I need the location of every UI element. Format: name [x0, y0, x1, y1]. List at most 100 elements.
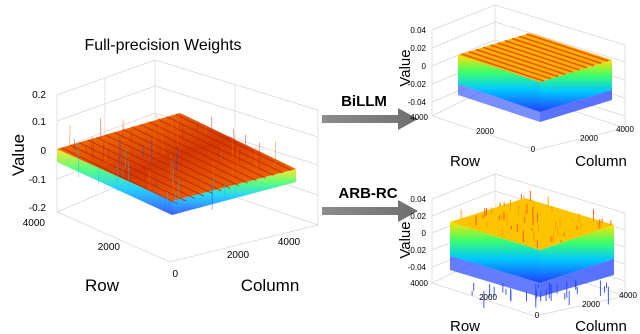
surface-stripe	[468, 50, 552, 80]
main-column-label: Column	[241, 276, 300, 295]
surface-spike	[231, 136, 233, 157]
surface-stripe	[69, 144, 187, 202]
arb-rc-z-tick: 0	[422, 229, 427, 238]
billm-z-tick: -0.02	[408, 80, 427, 89]
surface-stripe	[140, 123, 257, 182]
surface-stripe	[482, 46, 566, 76]
arb-rc-z-ticks: 0.04 0.02 0 -0.02 -0.04	[408, 195, 427, 272]
billm-label: BiLLM	[341, 93, 387, 110]
main-z-tick: -0.1	[29, 175, 47, 186]
arb-rc-surface	[450, 190, 614, 308]
surface-spike	[174, 191, 177, 211]
surface-spike	[239, 148, 241, 163]
surface-stripe	[166, 116, 284, 174]
surface-spike	[181, 149, 184, 155]
arb-rc-row-tick: 2000	[479, 293, 497, 302]
main-z-tick: 0.2	[32, 90, 46, 101]
arb-rc-z-tick: -0.02	[408, 246, 427, 255]
main-column-tick: 4000	[278, 237, 301, 248]
surface-stripe	[131, 126, 248, 184]
surface-spike	[204, 125, 207, 135]
surface-spike	[234, 140, 236, 158]
surface-spike	[274, 141, 277, 167]
main-column-ticks: 4000 2000	[227, 237, 301, 261]
surface-stripe	[504, 39, 588, 69]
surface-stripe	[96, 136, 213, 195]
billm-plot: 0.04 0.02 0 -0.02 -0.04 Value 4000 2000 …	[397, 4, 634, 170]
billm-column-tick: 4000	[616, 125, 634, 134]
arb-rc-column-label: Column	[575, 318, 627, 334]
surface-spike	[107, 156, 109, 165]
billm-z-tick: 0.04	[410, 26, 426, 35]
surface-stripe	[526, 33, 609, 62]
surface-stripe	[148, 121, 266, 179]
surface-spike	[102, 142, 105, 162]
surface-stripe	[122, 129, 240, 187]
arb-rc-label: ARB-RC	[338, 185, 397, 202]
surface-spike	[122, 119, 125, 134]
main-z-tick: 0.1	[32, 117, 46, 128]
main-z-label: Value	[9, 134, 28, 176]
main-plot: Full-precision Weights	[9, 37, 319, 295]
surface-stripe	[87, 139, 205, 197]
main-row-label: Row	[85, 276, 120, 295]
surface-stripe	[105, 134, 222, 192]
main-row-tick: 2000	[98, 242, 121, 253]
surface-stripe	[490, 44, 573, 73]
surface-stripe	[78, 141, 196, 200]
surface-stripe	[518, 35, 602, 65]
surface-spike	[217, 144, 219, 157]
billm-z-label: Value	[397, 49, 414, 86]
surface-spike	[233, 128, 235, 142]
surface-spike	[221, 151, 223, 162]
arb-rc-column-tick: 2000	[582, 300, 600, 309]
billm-z-tick: 0	[422, 62, 427, 71]
main-row-tick: 4000	[23, 218, 46, 229]
main-z-tick: 0	[40, 146, 46, 157]
surface-stripe	[511, 37, 595, 67]
surface-stripe	[497, 42, 580, 71]
main-plot-surface	[57, 113, 296, 215]
arb-rc-plot: 0.04 0.02 0 -0.02 -0.04 Value 4000 2000 …	[397, 173, 637, 334]
surface-spike	[156, 114, 159, 126]
main-z-ticks: 0.2 0.1 0 -0.1 -0.2	[29, 90, 47, 214]
billm-row-tick: 2000	[476, 127, 494, 136]
arb-rc-arrow: ARB-RC	[322, 185, 418, 222]
surface-stripe	[461, 53, 544, 82]
arb-rc-column-tick: 0	[535, 311, 540, 320]
surface-stripe	[475, 48, 559, 78]
billm-column-tick: 0	[531, 145, 536, 154]
surface-spike	[131, 129, 133, 141]
billm-z-tick: 0.02	[410, 44, 426, 53]
surface-spike	[212, 177, 214, 197]
surface-stripe	[175, 113, 292, 171]
billm-column-label: Column	[575, 153, 627, 170]
billm-arrow: BiLLM	[322, 93, 418, 130]
arb-rc-z-tick: 0.02	[410, 212, 426, 221]
main-column-tick: 2000	[227, 250, 250, 261]
arb-rc-z-label: Value	[397, 221, 414, 258]
surface-spike	[149, 169, 151, 190]
arb-rc-column-tick: 4000	[619, 291, 637, 300]
billm-row-tick: 4000	[410, 113, 428, 122]
surface-spike	[77, 143, 79, 177]
surface-spike	[73, 138, 76, 150]
main-row-tick: 0	[172, 269, 178, 280]
surface-spike	[178, 179, 180, 213]
arb-rc-z-tick: -0.04	[408, 263, 427, 272]
billm-z-ticks: 0.04 0.02 0 -0.02 -0.04	[408, 26, 427, 107]
billm-surface	[458, 33, 612, 122]
billm-row-label: Row	[450, 153, 480, 170]
arb-rc-row-tick: 4000	[410, 279, 428, 288]
billm-column-tick: 2000	[580, 134, 598, 143]
surface-spike	[69, 124, 71, 148]
surface-spike	[118, 156, 120, 165]
surface-stripe	[61, 147, 178, 205]
main-row-ticks: 4000 2000 0	[23, 218, 179, 280]
main-z-tick: -0.2	[29, 203, 47, 214]
surface-spike	[98, 167, 100, 185]
arb-rc-row-label: Row	[450, 318, 480, 334]
surface-spike	[237, 148, 239, 171]
surface-stripe	[113, 131, 231, 189]
